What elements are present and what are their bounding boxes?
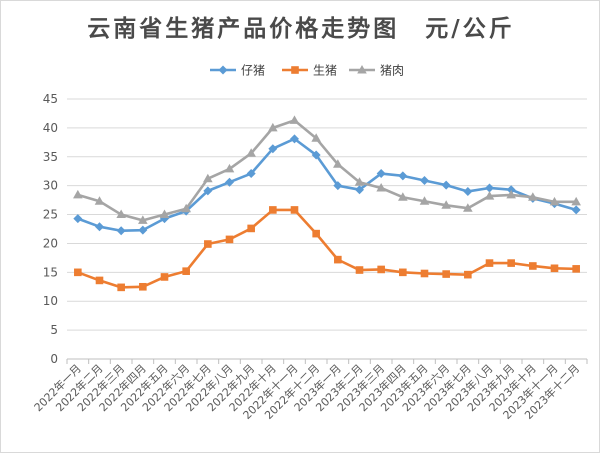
data-point-diamond <box>441 180 451 190</box>
data-point-triangle <box>203 173 213 183</box>
data-point-diamond <box>203 186 213 196</box>
legend-label: 猪肉 <box>380 64 404 78</box>
data-point-triangle <box>268 122 278 132</box>
data-point-triangle <box>528 192 538 201</box>
data-point-square <box>442 270 450 278</box>
y-tick-label: 40 <box>43 121 58 135</box>
data-point-diamond <box>225 177 234 187</box>
data-point-square <box>182 267 190 275</box>
data-point-square <box>420 269 429 278</box>
data-point-square <box>95 276 104 285</box>
data-point-triangle <box>224 163 235 173</box>
y-tick-label: 45 <box>43 92 58 106</box>
data-point-triangle <box>549 196 560 206</box>
data-point-triangle <box>311 133 321 142</box>
legend-label: 生猪 <box>313 64 337 78</box>
data-point-triangle <box>181 203 191 213</box>
data-point-triangle <box>419 196 430 205</box>
data-point-square <box>334 255 342 264</box>
data-point-triangle <box>376 182 386 192</box>
data-point-diamond <box>116 226 126 236</box>
data-point-triangle <box>246 148 256 157</box>
data-point-square <box>160 273 169 281</box>
data-point-square <box>74 268 82 277</box>
data-point-diamond <box>463 186 473 196</box>
data-point-triangle <box>571 196 581 206</box>
data-point-square <box>117 283 125 292</box>
data-point-square <box>355 266 364 274</box>
data-point-diamond <box>138 225 148 235</box>
data-point-diamond <box>311 150 321 160</box>
data-point-square <box>312 229 320 238</box>
data-point-square <box>529 262 537 270</box>
data-point-triangle <box>159 209 170 219</box>
data-point-diamond <box>355 185 364 195</box>
data-point-diamond <box>73 214 83 224</box>
data-point-diamond <box>506 185 516 195</box>
x-axis: 2022年一月2022年二月2022年三月2022年四月2022年五月2022年… <box>31 358 588 422</box>
y-tick-label: 0 <box>50 352 58 366</box>
data-point-square <box>464 270 472 279</box>
data-point-square <box>247 224 255 233</box>
data-point-triangle <box>94 196 105 205</box>
y-tick-label: 25 <box>43 208 58 222</box>
data-point-square <box>572 265 580 273</box>
data-point-diamond <box>485 183 494 193</box>
data-point-square <box>204 240 212 248</box>
data-point-triangle <box>357 65 367 74</box>
data-point-triangle <box>333 159 343 168</box>
data-point-square <box>399 268 407 277</box>
data-point-square <box>377 265 385 274</box>
y-tick-label: 20 <box>43 236 58 250</box>
data-point-diamond <box>95 222 104 232</box>
data-point-diamond <box>376 169 386 179</box>
data-point-square <box>550 264 559 273</box>
data-point-square <box>485 259 494 267</box>
y-axis: 0 5 10 15 20 25 30 35 40 45 <box>43 92 58 366</box>
data-point-triangle <box>73 189 83 199</box>
data-point-triangle <box>484 191 495 200</box>
data-point-square <box>290 206 299 214</box>
data-point-diamond <box>333 181 343 191</box>
legend: 仔猪 生猪 猪肉 <box>210 64 404 78</box>
data-point-square <box>291 66 299 74</box>
y-tick-label: 30 <box>43 179 58 193</box>
data-point-triangle <box>116 209 126 219</box>
data-point-square <box>139 282 147 291</box>
data-point-triangle <box>398 192 408 201</box>
series-line <box>77 208 577 289</box>
y-tick-label: 15 <box>43 265 58 279</box>
data-point-diamond <box>268 144 278 154</box>
data-point-square <box>225 235 234 244</box>
data-point-square <box>507 259 515 267</box>
series-line <box>77 119 577 222</box>
data-point-diamond <box>246 169 256 179</box>
data-point-triangle <box>506 189 516 199</box>
series-layer <box>73 115 581 292</box>
legend-label: 仔猪 <box>241 64 265 78</box>
data-point-triangle <box>138 215 148 224</box>
data-point-square <box>269 206 277 214</box>
data-point-diamond <box>571 205 581 215</box>
chart-title: 云南省生猪产品价格走势图 元/公斤 <box>87 15 514 42</box>
series-2 <box>73 115 581 224</box>
y-tick-label: 10 <box>43 294 58 308</box>
data-point-triangle <box>354 177 365 186</box>
y-tick-label: 5 <box>50 323 58 337</box>
data-point-triangle <box>441 200 451 209</box>
data-point-diamond <box>290 134 299 144</box>
y-tick-label: 35 <box>43 150 58 164</box>
data-point-diamond <box>398 171 408 181</box>
series-1 <box>74 206 580 292</box>
data-point-diamond <box>218 65 228 75</box>
data-point-triangle <box>463 203 473 212</box>
data-point-diamond <box>420 175 429 185</box>
data-point-triangle <box>289 115 300 124</box>
